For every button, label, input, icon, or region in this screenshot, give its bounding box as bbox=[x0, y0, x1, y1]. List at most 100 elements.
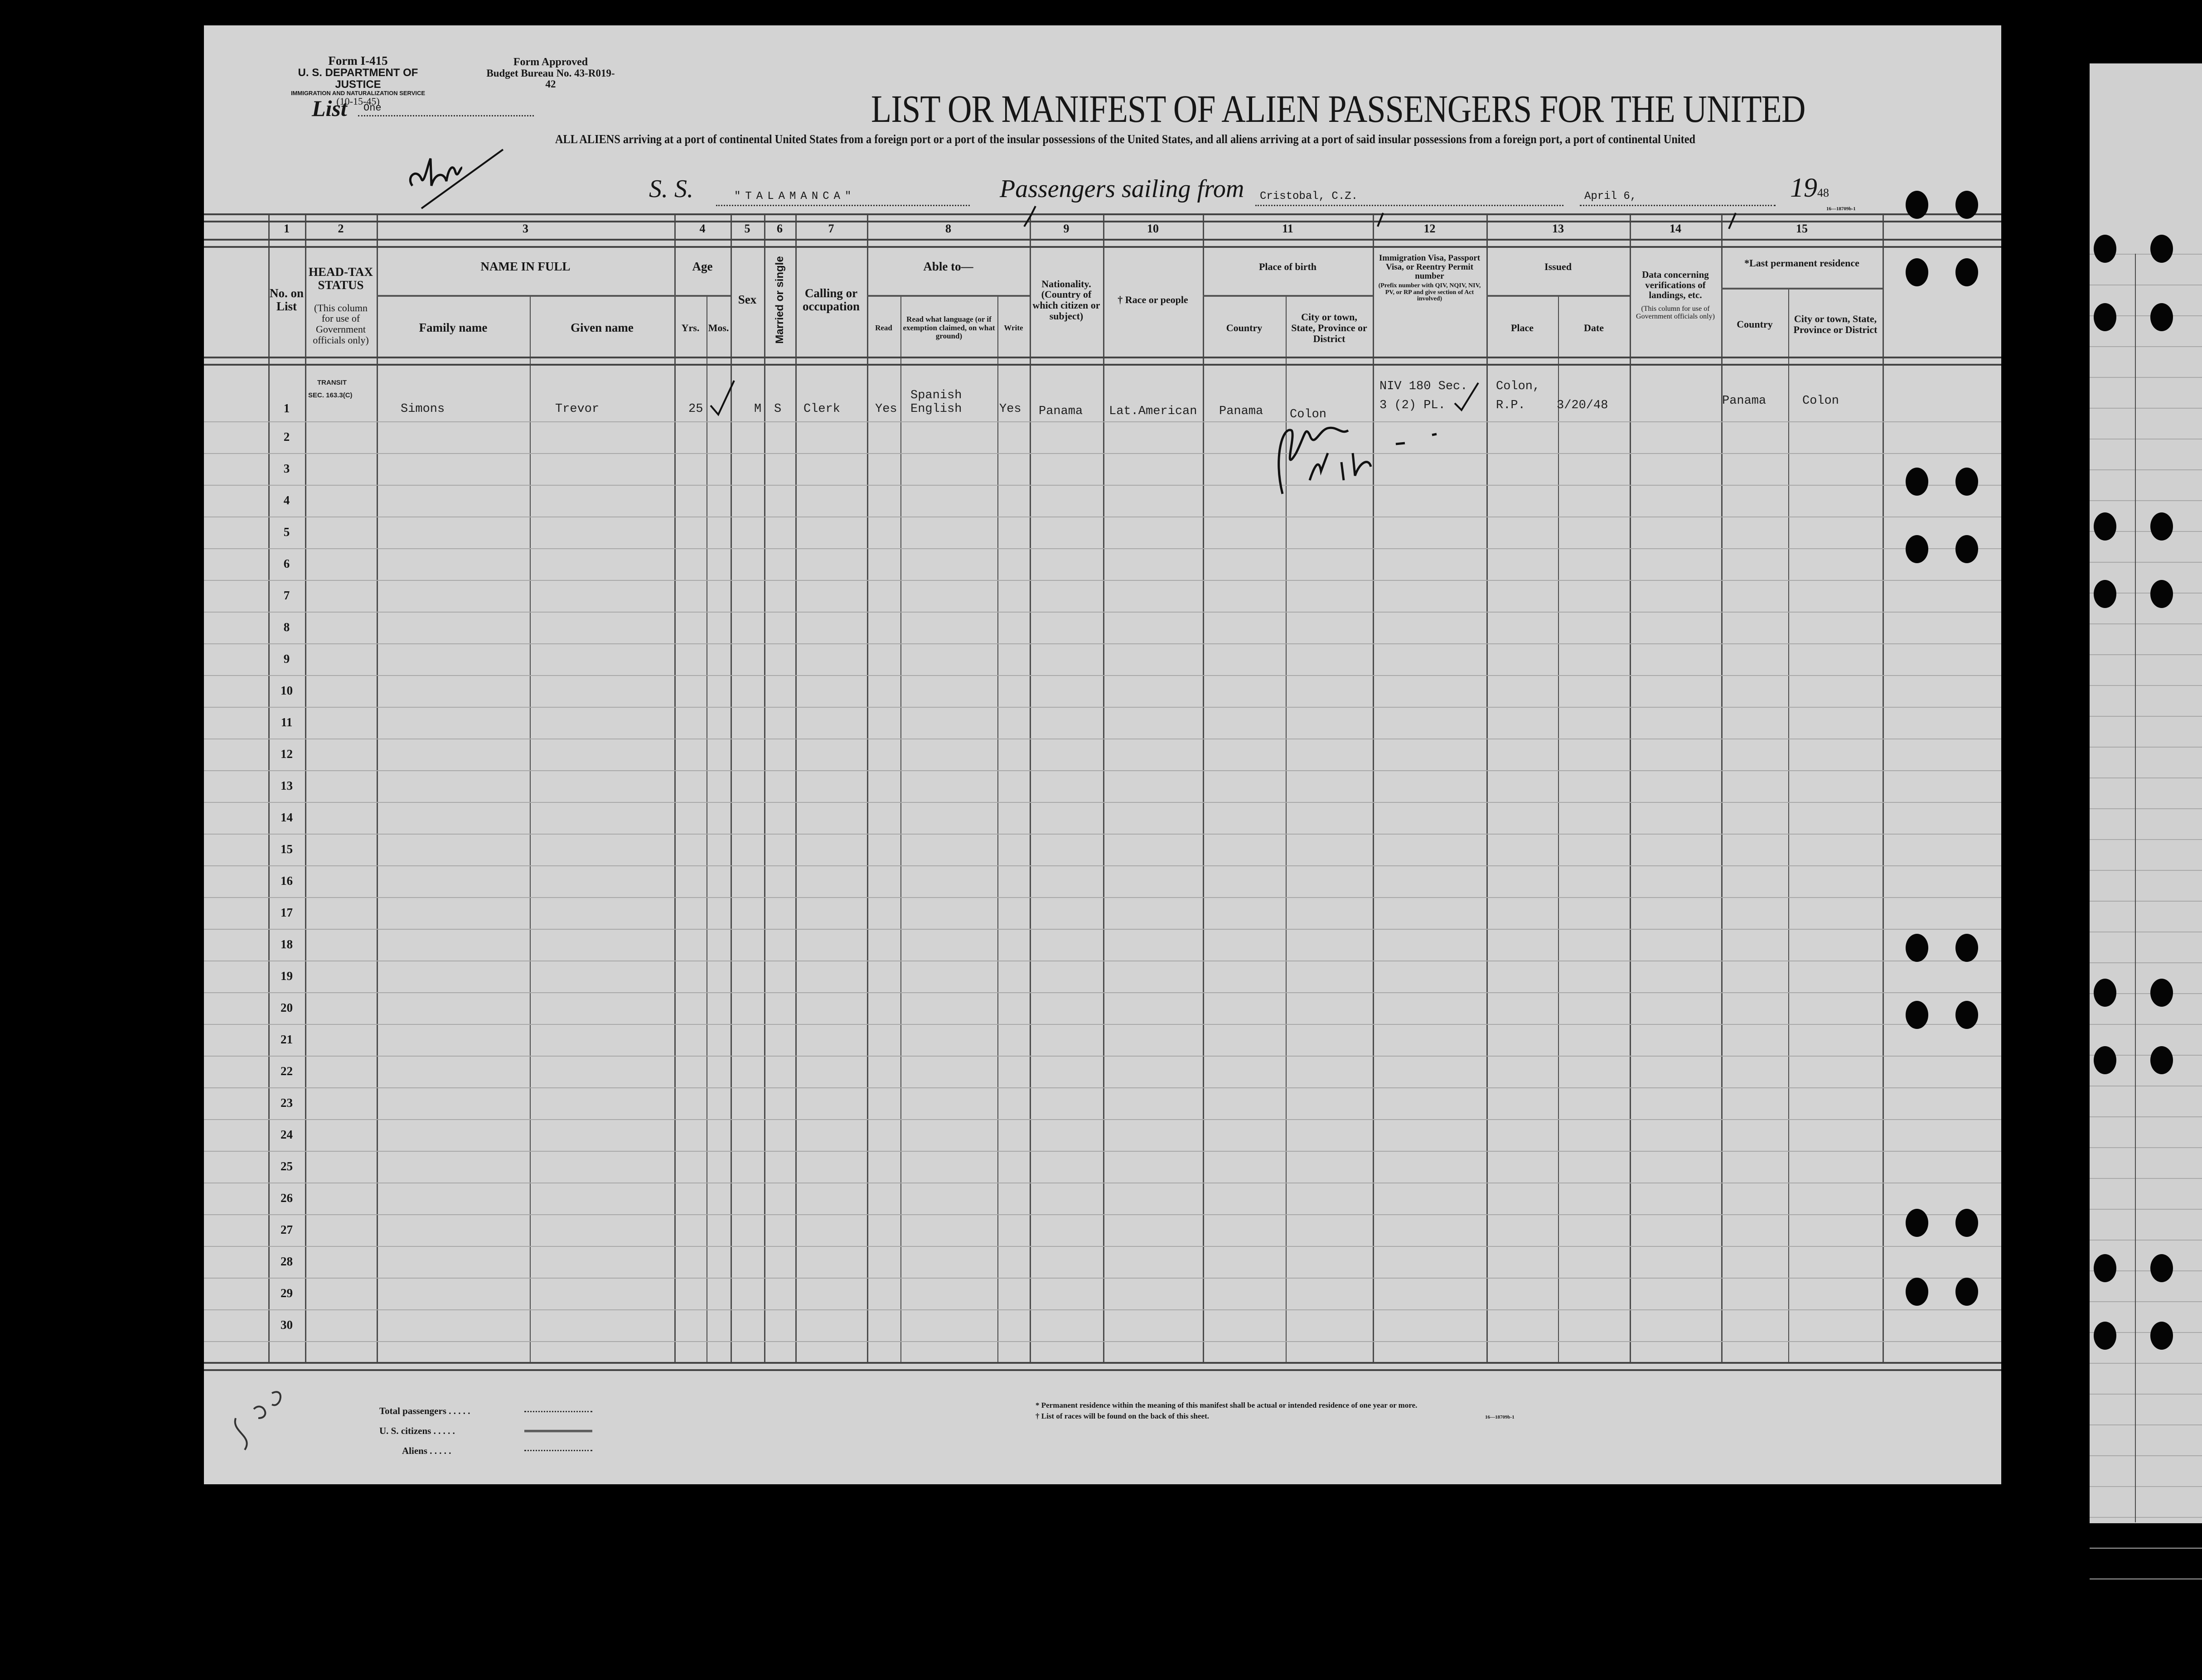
punch-hole bbox=[2150, 512, 2173, 541]
double-rule bbox=[204, 213, 2001, 222]
aliens-field bbox=[524, 1450, 592, 1451]
adjacent-sheet-rule bbox=[2090, 1486, 2202, 1487]
column-number: 6 bbox=[777, 222, 783, 235]
header-given-name: Given name bbox=[571, 321, 634, 335]
group-rule bbox=[1486, 295, 1630, 297]
punch-hole bbox=[2150, 580, 2173, 608]
dots: . . . . . bbox=[430, 1445, 451, 1456]
header-head-tax: HEAD-TAX STATUS bbox=[308, 265, 373, 292]
row-rule bbox=[204, 802, 2001, 803]
column-divider bbox=[731, 213, 732, 1362]
punch-hole bbox=[1906, 535, 1928, 563]
punch-hole bbox=[1955, 258, 1978, 286]
row-number: 14 bbox=[281, 811, 293, 824]
adjacent-sheet-rule bbox=[2090, 1024, 2202, 1025]
sailing-label: Passengers sailing from bbox=[1000, 175, 1244, 203]
column-number: 4 bbox=[699, 222, 706, 235]
race: Lat.American bbox=[1109, 405, 1197, 418]
row-rule bbox=[204, 865, 2001, 866]
row-number: 20 bbox=[281, 1001, 293, 1014]
sex: M bbox=[754, 402, 762, 416]
row-rule bbox=[204, 1246, 2001, 1247]
row-rule bbox=[204, 580, 2001, 581]
us-citizens-field bbox=[524, 1430, 592, 1432]
adjacent-sheet-rule bbox=[2090, 469, 2202, 470]
budget-number: Budget Bureau No. 43-R019-42 bbox=[486, 68, 615, 90]
row-rule bbox=[204, 897, 2001, 898]
year-prefix: 19 bbox=[1790, 173, 1817, 203]
punch-hole bbox=[2150, 1254, 2173, 1282]
form-identifier: Form I-415 U. S. DEPARTMENT OF JUSTICE I… bbox=[290, 54, 426, 107]
punch-hole bbox=[1906, 1209, 1928, 1237]
column-number: 14 bbox=[1670, 222, 1681, 235]
page-title: LIST OR MANIFEST OF ALIEN PASSENGERS FOR… bbox=[871, 87, 1805, 130]
punch-hole bbox=[2150, 235, 2173, 263]
row-rule bbox=[204, 421, 2001, 422]
adjacent-sheet-rule bbox=[2090, 654, 2202, 655]
adjacent-sheet-rule bbox=[2090, 716, 2202, 717]
issued-place-1: Colon, bbox=[1496, 380, 1540, 393]
adjacent-sheet-rule bbox=[2090, 377, 2202, 378]
ss-label: S. S. bbox=[649, 175, 693, 203]
aliens-row: Aliens . . . . . bbox=[379, 1441, 597, 1461]
header-married-wrap: Married or single bbox=[764, 239, 795, 361]
column-number: 8 bbox=[945, 222, 951, 235]
visa-number-2: 3 (2) PL. bbox=[1379, 399, 1446, 412]
header-birth-city: City or town, State, Province or Distric… bbox=[1291, 311, 1367, 344]
header-sex: Sex bbox=[738, 293, 757, 307]
row-number: 9 bbox=[283, 652, 290, 666]
header-calling: Calling or occupation bbox=[802, 286, 860, 313]
header-res-city: City or town, State, Province or Distric… bbox=[1793, 313, 1878, 335]
list-field: One bbox=[358, 102, 534, 116]
row-rule bbox=[204, 1119, 2001, 1120]
can-write: Yes bbox=[999, 402, 1021, 416]
row-number: 17 bbox=[281, 906, 293, 919]
header-issued-place: Place bbox=[1510, 322, 1534, 334]
header-family-name: Family name bbox=[419, 321, 488, 335]
punch-hole bbox=[2094, 979, 2116, 1007]
approval-text: Form Approved bbox=[513, 56, 588, 68]
punch-hole bbox=[2094, 303, 2116, 331]
aliens-label: Aliens bbox=[402, 1445, 428, 1456]
column-divider bbox=[795, 213, 797, 1362]
adjacent-sheet-rule bbox=[2090, 1394, 2202, 1395]
row-number: 12 bbox=[281, 747, 293, 761]
adjacent-sheet-rule bbox=[2090, 962, 2202, 963]
double-rule bbox=[204, 239, 2001, 248]
row-rule bbox=[204, 675, 2001, 676]
adjacent-sheet-rule bbox=[2090, 1240, 2202, 1241]
row-rule bbox=[204, 643, 2001, 644]
ship-name-field: "TALAMANCA" bbox=[716, 190, 970, 206]
group-rule bbox=[1721, 288, 1883, 290]
adjacent-sheet-rule bbox=[2090, 870, 2202, 871]
punch-hole bbox=[1906, 934, 1928, 962]
row-rule bbox=[204, 992, 2001, 993]
column-number: 9 bbox=[1063, 222, 1070, 235]
punch-hole bbox=[1906, 468, 1928, 496]
row-rule bbox=[204, 1024, 2001, 1025]
form-code-bottom: 16—18709b-1 bbox=[1485, 1414, 1515, 1420]
can-read: Yes bbox=[875, 402, 897, 416]
header-last-residence: *Last permanent residence bbox=[1744, 257, 1859, 269]
header-name-in-full: NAME IN FULL bbox=[480, 260, 571, 274]
adjacent-sheet-rule bbox=[2090, 1178, 2202, 1179]
title-box: LIST OR MANIFEST OF ALIEN PASSENGERS FOR… bbox=[871, 86, 1883, 130]
punch-hole bbox=[1955, 468, 1978, 496]
issued-place-2: R.P. bbox=[1496, 399, 1525, 412]
totals-block: Total passengers . . . . . U. S. citizen… bbox=[379, 1401, 597, 1461]
punch-hole bbox=[2150, 1322, 2173, 1350]
subcolumn-divider bbox=[900, 295, 901, 1362]
row-rule bbox=[204, 1087, 2001, 1088]
punch-hole bbox=[2094, 1322, 2116, 1350]
header-visa: Immigration Visa, Passport Visa, or Reen… bbox=[1375, 254, 1484, 303]
header-place-of-birth: Place of birth bbox=[1258, 261, 1317, 273]
form-approval: Form Approved Budget Bureau No. 43-R019-… bbox=[483, 56, 619, 90]
column-divider bbox=[377, 213, 378, 1362]
age-years: 25 bbox=[688, 402, 703, 416]
column-number: 1 bbox=[284, 222, 290, 235]
column-number: 3 bbox=[523, 222, 528, 235]
adjacent-sheet-rule bbox=[2090, 808, 2202, 809]
row-number: 1 bbox=[283, 401, 290, 415]
subtitle-box: ALL ALIENS arriving at a port of contine… bbox=[555, 132, 1883, 146]
